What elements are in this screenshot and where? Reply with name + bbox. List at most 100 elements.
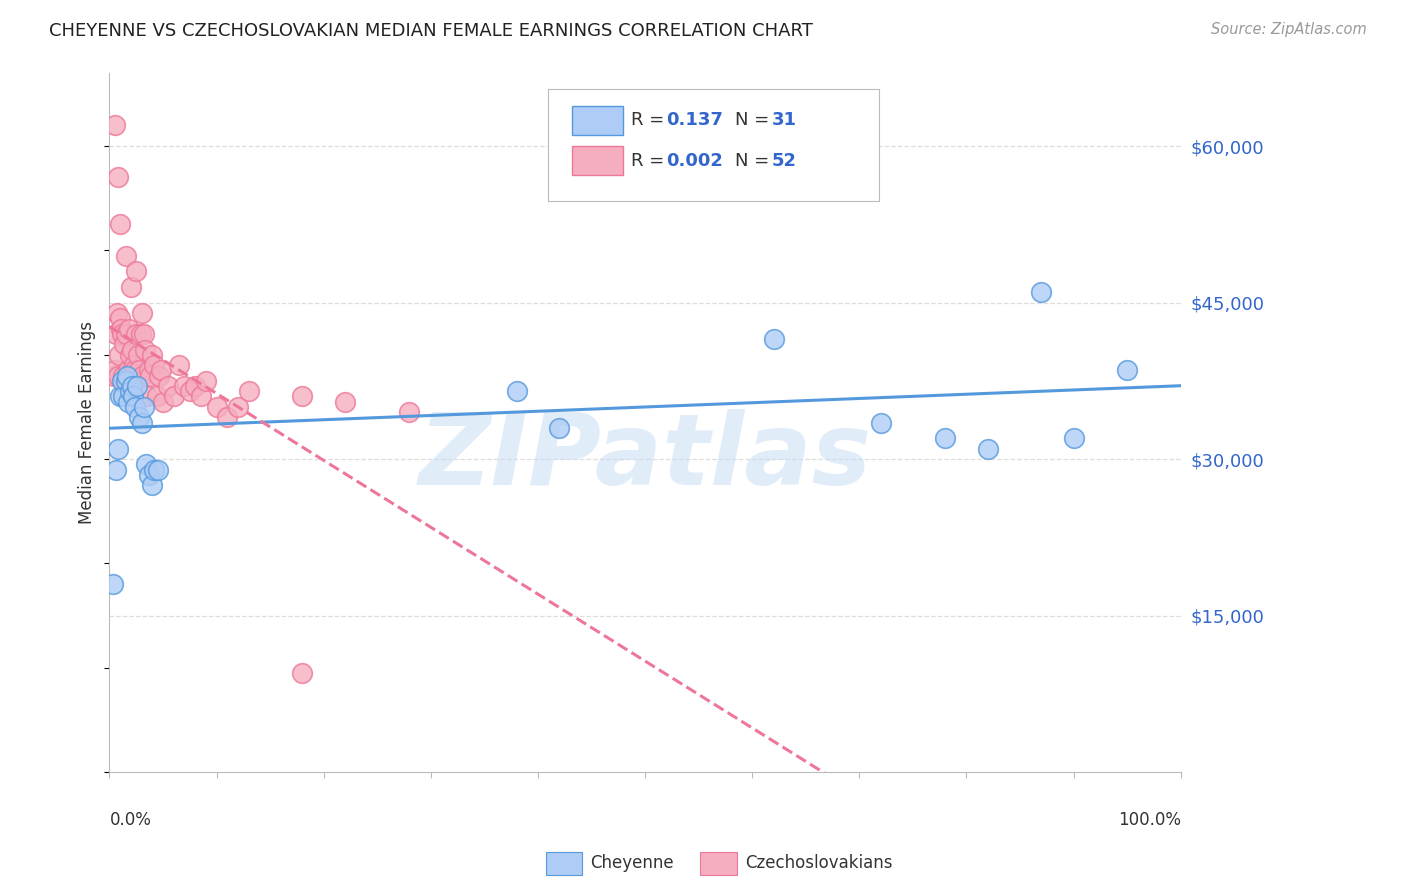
Point — [762, 332, 785, 346]
Point — [148, 368, 170, 383]
Text: N =: N = — [735, 152, 775, 169]
Point — [138, 467, 160, 482]
Point — [132, 326, 155, 341]
Point — [114, 374, 136, 388]
Text: CHEYENNE VS CZECHOSLOVAKIAN MEDIAN FEMALE EARNINGS CORRELATION CHART: CHEYENNE VS CZECHOSLOVAKIAN MEDIAN FEMAL… — [49, 22, 813, 40]
Point — [977, 442, 1000, 456]
Point — [128, 410, 150, 425]
Point — [134, 343, 156, 357]
Point — [125, 326, 148, 341]
Text: 31: 31 — [772, 112, 797, 129]
Text: Cheyenne: Cheyenne — [591, 855, 673, 872]
Point — [122, 389, 145, 403]
Point — [291, 666, 314, 681]
Point — [131, 306, 153, 320]
Point — [143, 462, 166, 476]
Point — [108, 348, 131, 362]
Point — [205, 400, 228, 414]
Point — [291, 389, 314, 403]
Text: R =: R = — [631, 112, 671, 129]
Point — [112, 389, 135, 403]
Point — [120, 280, 142, 294]
Point — [141, 478, 163, 492]
Point — [107, 442, 129, 456]
Point — [131, 416, 153, 430]
Point — [179, 384, 201, 399]
Point — [104, 118, 127, 132]
Point — [157, 379, 180, 393]
Point — [238, 384, 260, 399]
Point — [934, 431, 956, 445]
Point — [167, 358, 190, 372]
Point — [398, 405, 420, 419]
Point — [1031, 285, 1053, 299]
Point — [136, 389, 159, 403]
Point — [105, 306, 128, 320]
Point — [117, 394, 139, 409]
Text: 0.137: 0.137 — [666, 112, 723, 129]
Point — [122, 363, 145, 377]
Point — [111, 374, 134, 388]
Point — [143, 358, 166, 372]
Text: Source: ZipAtlas.com: Source: ZipAtlas.com — [1211, 22, 1367, 37]
Point — [121, 379, 143, 393]
Point — [149, 363, 172, 377]
Point — [118, 384, 141, 399]
Point — [1063, 431, 1085, 445]
Point — [141, 348, 163, 362]
Point — [108, 311, 131, 326]
Point — [114, 326, 136, 341]
Point — [145, 389, 167, 403]
Point — [226, 400, 249, 414]
Point — [124, 400, 146, 414]
Point — [139, 368, 162, 383]
Point — [115, 374, 138, 388]
Text: 0.0%: 0.0% — [110, 811, 152, 829]
Point — [104, 462, 127, 476]
Point — [103, 368, 125, 383]
Point — [118, 321, 141, 335]
Point — [122, 358, 145, 372]
Point — [132, 400, 155, 414]
Point — [111, 326, 134, 341]
Point — [505, 384, 527, 399]
Point — [131, 368, 153, 383]
Point — [127, 348, 149, 362]
Point — [115, 368, 138, 383]
Point — [135, 458, 157, 472]
Text: R =: R = — [631, 152, 671, 169]
Point — [1116, 363, 1139, 377]
Point — [117, 363, 139, 377]
Point — [107, 368, 129, 383]
Point — [114, 337, 136, 351]
Point — [125, 264, 148, 278]
Point — [108, 217, 131, 231]
Point — [108, 389, 131, 403]
Point — [146, 462, 169, 476]
Point — [112, 368, 135, 383]
Point — [107, 170, 129, 185]
Text: 52: 52 — [772, 152, 797, 169]
Point — [101, 577, 124, 591]
Text: ZIPatlas: ZIPatlas — [419, 409, 872, 506]
Point — [152, 394, 174, 409]
Text: 100.0%: 100.0% — [1118, 811, 1181, 829]
Point — [184, 379, 207, 393]
Point — [173, 379, 195, 393]
Point — [190, 389, 212, 403]
Point — [104, 326, 127, 341]
Text: Czechoslovakians: Czechoslovakians — [745, 855, 893, 872]
Point — [194, 374, 217, 388]
Text: N =: N = — [735, 112, 775, 129]
Point — [128, 363, 150, 377]
Point — [163, 389, 186, 403]
Point — [217, 410, 239, 425]
Point — [138, 363, 160, 377]
Point — [333, 394, 356, 409]
Point — [124, 363, 146, 377]
Point — [114, 249, 136, 263]
Point — [548, 421, 571, 435]
Text: 0.002: 0.002 — [666, 152, 723, 169]
Point — [120, 368, 142, 383]
Point — [869, 416, 891, 430]
